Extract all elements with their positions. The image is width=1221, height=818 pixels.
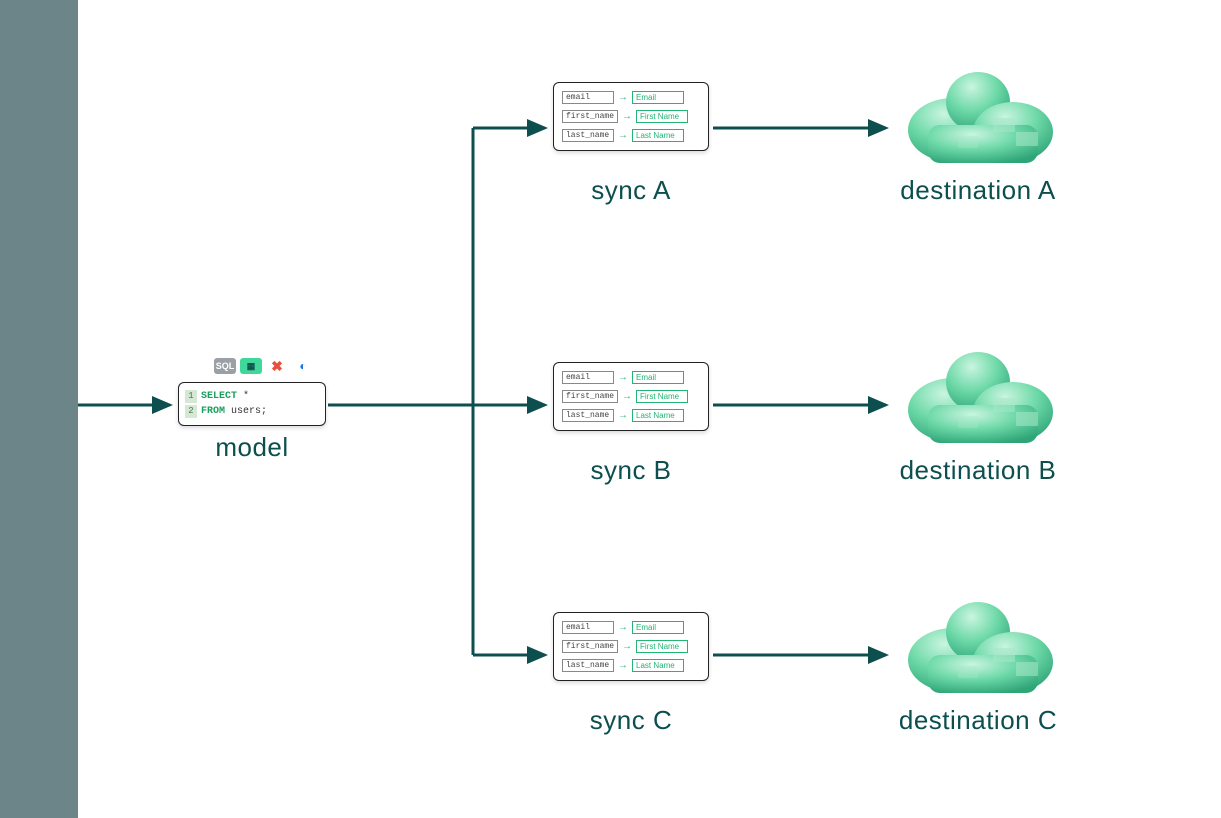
mapping-arrow-icon: →	[618, 131, 628, 141]
model-icon-row: SQL ▦ ✖ ◐	[214, 358, 314, 374]
line-number: 1	[185, 390, 197, 404]
mapping-source: email	[562, 371, 614, 384]
mapping-source: first_name	[562, 110, 618, 123]
mapping-arrow-icon: →	[622, 112, 632, 122]
mapping-arrow-icon: →	[618, 411, 628, 421]
mapping-arrow-icon: →	[618, 623, 628, 633]
sql-keyword: SELECT	[201, 391, 237, 402]
mapping-row: last_name → Last Name	[562, 659, 700, 672]
sql-text: *	[237, 391, 249, 402]
sidebar-stripe	[0, 0, 78, 818]
mapping-row: last_name → Last Name	[562, 129, 700, 142]
mapping-source: first_name	[562, 390, 618, 403]
sync-label-A: sync A	[553, 175, 709, 206]
code-line-1: 1 SELECT *	[185, 389, 319, 404]
mapping-source: last_name	[562, 409, 614, 422]
sql-keyword: FROM	[201, 406, 225, 417]
mapping-destination: First Name	[636, 640, 688, 653]
sql-text: users;	[225, 406, 267, 417]
mapping-arrow-icon: →	[618, 661, 628, 671]
mapping-arrow-icon: →	[622, 392, 632, 402]
line-number: 2	[185, 405, 197, 419]
mapping-destination: First Name	[636, 390, 688, 403]
mapping-arrow-icon: →	[618, 373, 628, 383]
destination-label-B: destination B	[868, 455, 1088, 486]
mapping-row: email → Email	[562, 91, 700, 104]
mapping-row: first_name → First Name	[562, 110, 700, 123]
mapping-row: email → Email	[562, 371, 700, 384]
code-line-2: 2 FROM users;	[185, 404, 319, 419]
mapping-arrow-icon: →	[618, 93, 628, 103]
x-icon: ✖	[266, 358, 288, 374]
mapping-destination: Last Name	[632, 409, 684, 422]
table-icon: ▦	[240, 358, 262, 374]
sync-label-B: sync B	[553, 455, 709, 486]
mapping-destination: Last Name	[632, 129, 684, 142]
sync-card-B: email → Email first_name → First Name la…	[553, 362, 709, 431]
mapping-destination: Email	[632, 621, 684, 634]
destination-cloud-B	[898, 340, 1058, 440]
mapping-row: first_name → First Name	[562, 390, 700, 403]
destination-label-C: destination C	[868, 705, 1088, 736]
mapping-row: first_name → First Name	[562, 640, 700, 653]
mapping-row: email → Email	[562, 621, 700, 634]
sync-card-A: email → Email first_name → First Name la…	[553, 82, 709, 151]
mapping-arrow-icon: →	[622, 642, 632, 652]
mapping-source: last_name	[562, 659, 614, 672]
sync-label-C: sync C	[553, 705, 709, 736]
mapping-source: last_name	[562, 129, 614, 142]
mapping-destination: Last Name	[632, 659, 684, 672]
mapping-row: last_name → Last Name	[562, 409, 700, 422]
destination-cloud-C	[898, 590, 1058, 690]
model-label: model	[178, 432, 326, 463]
sync-card-C: email → Email first_name → First Name la…	[553, 612, 709, 681]
mapping-source: email	[562, 621, 614, 634]
mapping-source: first_name	[562, 640, 618, 653]
destination-cloud-A	[898, 60, 1058, 160]
segment-icon: ◐	[292, 358, 314, 374]
model-card: 1 SELECT * 2 FROM users;	[178, 382, 326, 426]
mapping-destination: First Name	[636, 110, 688, 123]
destination-label-A: destination A	[868, 175, 1088, 206]
sql-icon: SQL	[214, 358, 236, 374]
mapping-destination: Email	[632, 371, 684, 384]
diagram-canvas: SQL ▦ ✖ ◐ 1 SELECT * 2 FROM users; model…	[78, 0, 1221, 818]
mapping-destination: Email	[632, 91, 684, 104]
mapping-source: email	[562, 91, 614, 104]
